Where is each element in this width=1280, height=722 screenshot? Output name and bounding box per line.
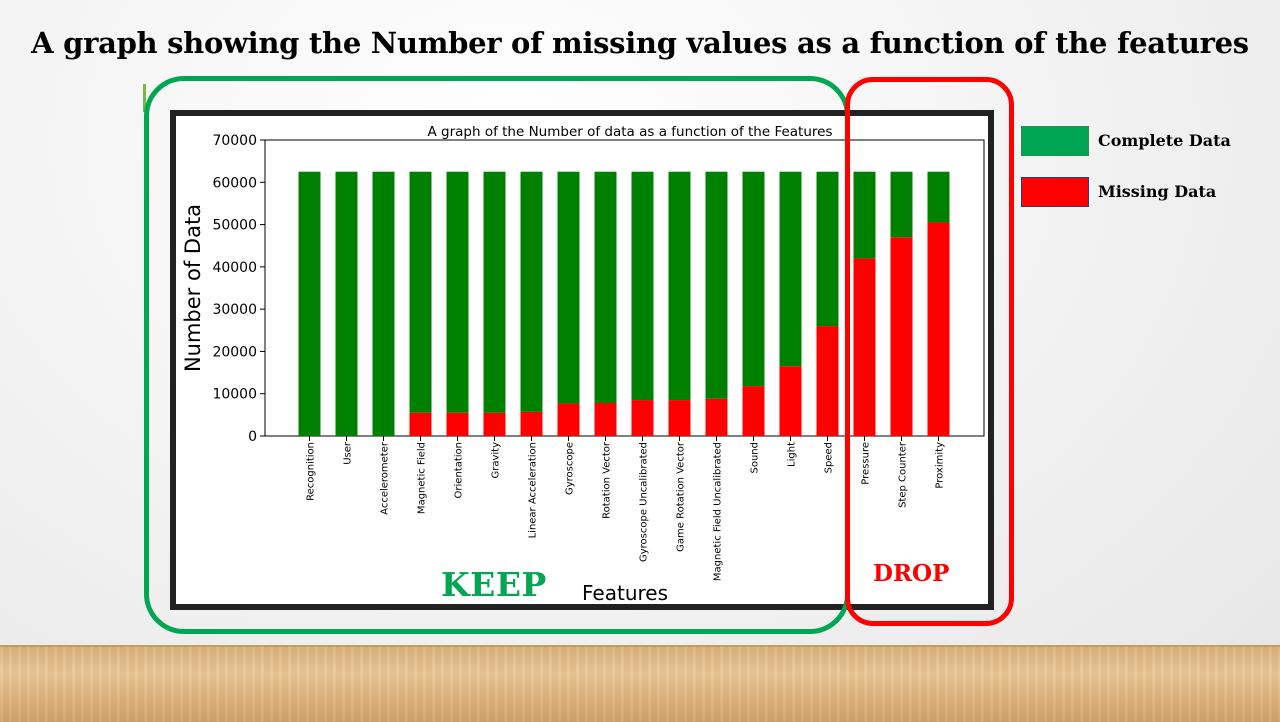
- y-tick-label: 40000: [212, 260, 257, 276]
- x-tick-label: User: [343, 441, 354, 465]
- x-tick-label: Light: [787, 442, 798, 467]
- bar-complete: [372, 171, 395, 436]
- y-tick-label: 10000: [212, 387, 257, 403]
- bar-complete: [779, 171, 802, 367]
- bar-missing: [890, 237, 913, 436]
- bar-chart: A graph of the Number of data as a funct…: [181, 124, 985, 604]
- bar-complete: [668, 171, 691, 401]
- legend-label-complete: Complete Data: [1098, 131, 1231, 150]
- y-tick-label: 60000: [212, 175, 257, 191]
- bar-complete: [631, 171, 654, 401]
- x-tick-label: Linear Acceleration: [528, 442, 539, 538]
- keep-outline: [144, 76, 850, 634]
- bar-missing: [446, 412, 469, 436]
- bar-missing: [483, 412, 506, 436]
- x-tick-label: Sound: [750, 442, 761, 474]
- chart-title: A graph of the Number of data as a funct…: [427, 124, 832, 140]
- bar-missing: [631, 400, 654, 436]
- x-tick-label: Gyroscope Uncalibrated: [639, 442, 650, 562]
- y-tick-label: 70000: [212, 133, 257, 149]
- y-tick-label: 50000: [212, 218, 257, 234]
- bar-complete: [520, 171, 543, 412]
- x-axis: Recognition User Accelerometer Magnetic Fie…: [306, 436, 946, 581]
- bar-missing: [409, 412, 432, 436]
- drop-outline: [845, 77, 1014, 626]
- y-axis-label: Number of Data: [181, 204, 205, 372]
- bar-missing: [742, 386, 765, 436]
- bar-missing: [816, 326, 839, 436]
- bar-complete: [557, 171, 580, 404]
- x-tick-label: Accelerometer: [380, 441, 391, 515]
- bar-complete: [927, 171, 950, 223]
- bar-complete: [594, 171, 617, 404]
- slide-title: A graph showing the Number of missing va…: [31, 26, 1249, 60]
- x-tick-label: Orientation: [454, 442, 465, 498]
- bar-complete: [853, 171, 876, 259]
- legend-label-missing: Missing Data: [1098, 182, 1217, 201]
- keep-label: KEEP: [441, 565, 547, 604]
- bar-missing: [853, 258, 876, 436]
- legend-swatch-complete: [1021, 126, 1089, 156]
- bar-missing: [520, 411, 543, 436]
- drop-label: DROP: [873, 560, 950, 587]
- bars: [298, 171, 950, 436]
- bar-missing: [927, 222, 950, 436]
- bar-complete: [705, 171, 728, 399]
- bar-missing: [557, 403, 580, 436]
- x-tick-label: Gyroscope: [565, 442, 576, 495]
- y-tick-label: 0: [248, 429, 257, 445]
- wood-floor: [0, 645, 1280, 722]
- x-tick-label: Pressure: [861, 442, 872, 485]
- x-tick-label: Rotation Vector: [602, 441, 613, 519]
- bar-complete: [335, 171, 358, 436]
- bar-missing: [668, 400, 691, 436]
- x-tick-label: Gravity: [491, 442, 502, 479]
- bar-complete: [890, 171, 913, 238]
- x-tick-label: Recognition: [306, 442, 317, 501]
- bar-complete: [483, 171, 506, 413]
- x-axis-label: Features: [582, 581, 668, 604]
- y-axis: 0 10000 20000 30000 40000 50000 60000 70000: [212, 133, 265, 445]
- bar-missing: [705, 398, 728, 436]
- x-tick-label: Magnetic Field: [417, 442, 428, 514]
- bar-complete: [298, 171, 321, 436]
- bar-complete: [742, 171, 765, 387]
- y-tick-label: 30000: [212, 302, 257, 318]
- x-tick-label: Proximity: [935, 442, 946, 489]
- y-tick-label: 20000: [212, 344, 257, 360]
- x-tick-label: Speed: [824, 442, 835, 473]
- x-tick-label: Magnetic Field Uncalibrated: [713, 442, 724, 581]
- x-tick-label: Step Counter: [898, 441, 909, 508]
- bar-complete: [816, 171, 839, 327]
- legend-swatch-missing: [1021, 177, 1089, 207]
- bar-complete: [409, 171, 432, 413]
- accent-line: [143, 84, 146, 112]
- bar-missing: [594, 403, 617, 436]
- x-tick-label: Game Rotation Vector: [676, 441, 687, 552]
- chart-frame: A graph of the Number of data as a funct…: [170, 110, 994, 610]
- bar-missing: [779, 366, 802, 436]
- bar-complete: [446, 171, 469, 413]
